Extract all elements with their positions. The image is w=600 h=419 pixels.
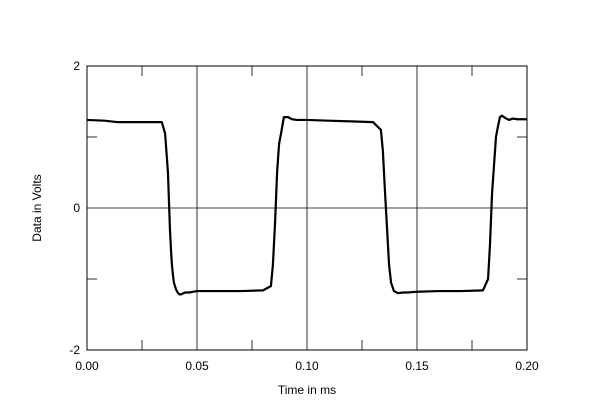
plot-frame [86,65,528,351]
x-tick-label: 0.05 [185,359,209,373]
y-tick-labels: -2 0 2 [69,59,80,357]
y-axis-label: Data in Volts [30,174,44,241]
minor-ticks [87,66,527,350]
x-axis-label: Time in ms [278,383,336,397]
y-tick-label: 2 [73,59,80,73]
y-tick-label: 0 [73,201,80,215]
x-tick-label: 0.15 [405,359,429,373]
x-tick-label: 0.20 [515,359,539,373]
x-tick-label: 0.00 [75,359,99,373]
grid [87,66,527,350]
x-tick-labels: 0.00 0.05 0.10 0.15 0.20 [75,359,539,373]
series-line [86,114,527,296]
x-tick-label: 0.10 [295,359,319,373]
y-tick-label: -2 [69,343,80,357]
